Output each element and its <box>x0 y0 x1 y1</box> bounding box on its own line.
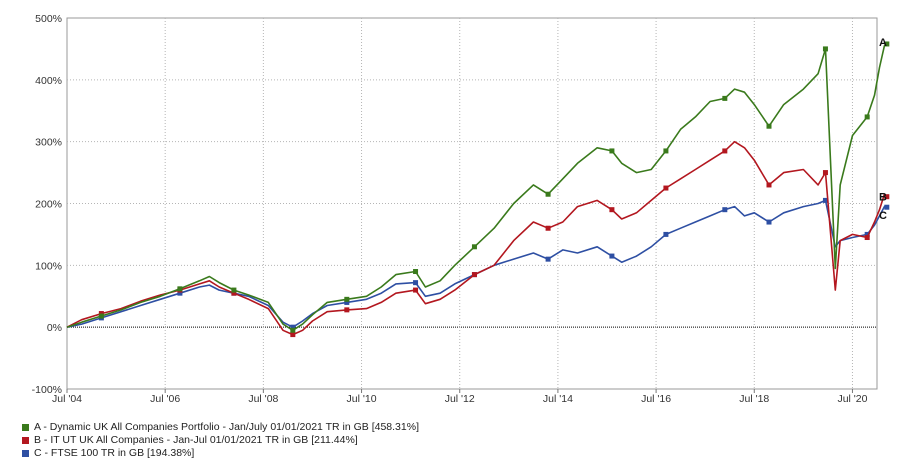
series-line-b <box>66 140 888 336</box>
y-tick-label: 500% <box>35 13 62 25</box>
y-tick-label: 0% <box>47 322 62 334</box>
legend: A - Dynamic UK All Companies Portfolio -… <box>22 421 419 460</box>
series-marker-c <box>609 253 615 259</box>
series-marker-c <box>663 231 669 237</box>
series-marker-a <box>722 95 728 101</box>
series-marker-a <box>344 296 350 302</box>
legend-item-a: A - Dynamic UK All Companies Portfolio -… <box>22 421 419 434</box>
series-marker-b <box>722 148 728 154</box>
legend-swatch-a <box>22 424 29 431</box>
series-marker-a <box>290 327 296 333</box>
series-marker-b <box>822 170 828 176</box>
series-marker-b <box>766 182 772 188</box>
series-marker-b <box>471 272 477 278</box>
series-marker-b <box>663 185 669 191</box>
series-marker-a <box>663 148 669 154</box>
y-tick-label: 100% <box>35 260 62 272</box>
series-marker-a <box>545 191 551 197</box>
legend-label-b: B - IT UT UK All Companies - Jan-Jul 01/… <box>34 434 358 446</box>
series-marker-c <box>290 324 296 330</box>
x-tick-label: Jul '10 <box>347 393 377 405</box>
series-marker-b <box>231 290 237 296</box>
legend-item-b: B - IT UT UK All Companies - Jan-Jul 01/… <box>22 434 419 447</box>
performance-line-chart: -100% 0% 100% 200% 300% 400% 500% Jul '04 Jul '0… <box>32 13 890 405</box>
series-marker-a <box>413 269 419 275</box>
series-marker-b <box>609 207 615 213</box>
legend-label-a: A - Dynamic UK All Companies Portfolio -… <box>34 421 419 433</box>
series-marker-a <box>822 46 828 52</box>
y-tick-label: -100% <box>32 384 62 396</box>
y-tick-label: 300% <box>35 137 62 149</box>
y-tick-label: 400% <box>35 75 62 87</box>
series-marker-c <box>722 207 728 213</box>
series-marker-b <box>344 307 350 313</box>
series-end-label-c: C <box>879 210 887 222</box>
series-marker-b <box>545 225 551 231</box>
x-tick-label: Jul '20 <box>837 393 867 405</box>
x-tick-label: Jul '18 <box>739 393 769 405</box>
series-marker-a <box>609 148 615 154</box>
series-marker-b <box>884 194 890 200</box>
legend-swatch-b <box>22 437 29 444</box>
series-marker-c <box>864 231 870 237</box>
series-end-label-a: A <box>879 37 887 49</box>
y-tick-label: 200% <box>35 199 62 211</box>
series-marker-a <box>177 286 183 292</box>
x-tick-label: Jul '12 <box>445 393 475 405</box>
series-marker-a <box>98 313 104 319</box>
series-marker-c <box>545 256 551 262</box>
series-marker-a <box>231 287 237 293</box>
legend-item-c: C - FTSE 100 TR in GB [194.38%] <box>22 447 419 460</box>
series-marker-c <box>177 290 183 296</box>
series-marker-a <box>471 244 477 250</box>
series-line-a <box>66 43 888 332</box>
series-marker-c <box>344 299 350 305</box>
x-tick-label: Jul '14 <box>543 393 573 405</box>
series-marker-c <box>822 197 828 203</box>
series-marker-a <box>766 123 772 129</box>
chart-area: -100% 0% 100% 200% 300% 400% 500% Jul '04 Jul '0… <box>32 13 890 405</box>
x-tick-label: Jul '06 <box>150 393 180 405</box>
legend-label-c: C - FTSE 100 TR in GB [194.38%] <box>34 447 195 459</box>
series-marker-c <box>884 204 890 210</box>
series-marker-c <box>413 280 419 286</box>
series-marker-c <box>766 219 772 225</box>
x-tick-label: Jul '16 <box>641 393 671 405</box>
x-tick-label: Jul '08 <box>248 393 278 405</box>
series-marker-a <box>864 114 870 120</box>
series-marker-a <box>884 41 890 47</box>
series-marker-b <box>413 287 419 293</box>
series-marker-b <box>290 332 296 338</box>
legend-swatch-c <box>22 450 29 457</box>
series-marker-b <box>864 235 870 241</box>
x-tick-label: Jul '04 <box>52 393 82 405</box>
series-end-label-b: B <box>879 192 887 204</box>
series-line-c <box>66 199 887 328</box>
